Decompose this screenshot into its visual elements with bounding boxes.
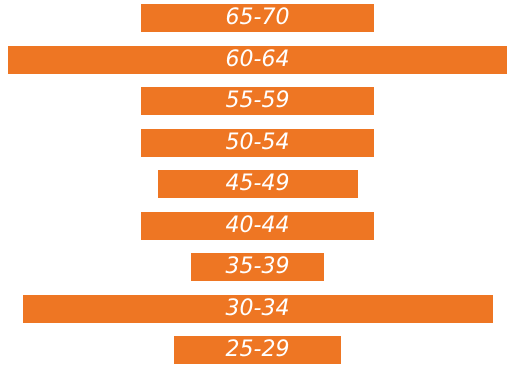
bar-35-39: 35-39 <box>191 253 324 281</box>
bar-label-40-44: 40-44 <box>225 212 290 238</box>
bar-25-29: 25-29 <box>174 336 341 364</box>
bar-60-64: 60-64 <box>7 45 507 74</box>
bar-55-59: 55-59 <box>141 87 374 115</box>
bar-label-50-54: 50-54 <box>225 129 290 155</box>
bar-label-30-34: 30-34 <box>225 295 290 321</box>
bar-label-45-49: 45-49 <box>225 171 290 196</box>
bar-label-25-29: 25-29 <box>225 337 290 362</box>
bar-45-49: 45-49 <box>157 170 358 198</box>
bar-50-54: 50-54 <box>141 128 374 157</box>
bar-65-70: 65-70 <box>141 4 374 32</box>
bar-30-34: 30-34 <box>22 294 493 323</box>
bar-40-44: 40-44 <box>141 211 374 240</box>
bar-label-55-59: 55-59 <box>225 88 290 113</box>
bar-label-35-39: 35-39 <box>225 254 290 279</box>
bar-label-60-64: 60-64 <box>225 46 290 72</box>
bar-label-65-70: 65-70 <box>225 5 290 30</box>
